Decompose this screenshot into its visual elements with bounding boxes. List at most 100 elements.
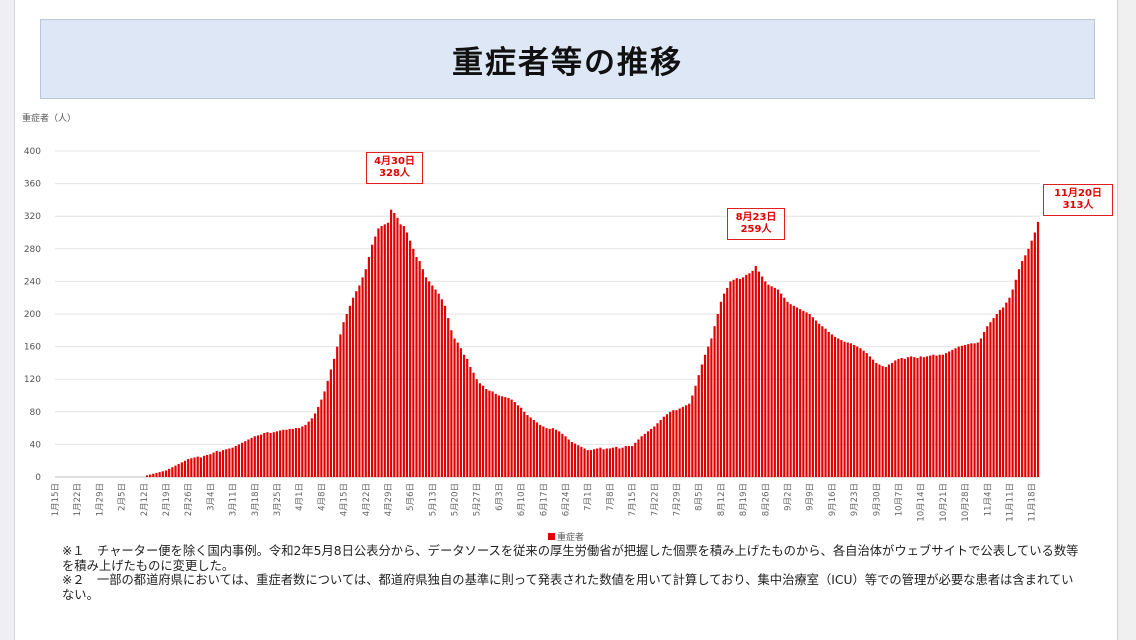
bar xyxy=(501,396,504,477)
bar xyxy=(183,460,187,477)
bar xyxy=(631,446,634,477)
bar xyxy=(881,366,884,477)
y-tick-label: 240 xyxy=(24,277,41,287)
x-tick-label: 8月12日 xyxy=(717,483,727,516)
x-tick-label: 8月19日 xyxy=(739,483,749,516)
bar xyxy=(770,286,773,477)
bar xyxy=(459,348,462,477)
bar xyxy=(1036,221,1040,477)
bar xyxy=(218,451,221,477)
bar xyxy=(231,447,234,477)
annotation-date: 11月20日 xyxy=(1054,188,1102,199)
bar xyxy=(380,225,383,477)
bar xyxy=(868,356,872,477)
bar xyxy=(539,424,542,477)
bar xyxy=(282,429,285,477)
bar xyxy=(637,439,640,477)
x-tick-label: 5月13日 xyxy=(428,483,438,516)
bar xyxy=(564,436,567,477)
bar xyxy=(307,421,310,477)
bar xyxy=(963,344,967,477)
bar xyxy=(659,419,662,477)
bar xyxy=(145,475,149,477)
bar xyxy=(605,448,608,477)
right-edge xyxy=(1117,0,1136,640)
bar xyxy=(910,356,913,477)
bar xyxy=(206,454,209,477)
x-tick-label: 6月10日 xyxy=(517,483,527,516)
bar xyxy=(941,354,944,477)
annotation-value: 328人 xyxy=(379,168,410,179)
bar xyxy=(548,428,551,477)
x-tick-label: 7月8日 xyxy=(606,483,616,511)
bar xyxy=(989,322,992,477)
bar xyxy=(396,217,399,477)
bar xyxy=(672,410,675,477)
bar xyxy=(320,399,323,477)
bar xyxy=(323,391,326,477)
x-tick-label: 9月16日 xyxy=(828,483,838,516)
bar xyxy=(995,314,998,477)
bar xyxy=(646,431,650,477)
bar xyxy=(1011,289,1014,477)
bar xyxy=(1027,248,1030,477)
bar xyxy=(716,314,719,477)
x-tick-label: 10月28日 xyxy=(961,483,971,522)
x-tick-label: 5月6日 xyxy=(406,483,416,511)
bar xyxy=(738,278,742,477)
x-tick-label: 1月15日 xyxy=(51,483,61,516)
bar xyxy=(260,434,263,477)
bar xyxy=(424,277,428,477)
bar xyxy=(973,343,976,477)
bar xyxy=(951,349,954,477)
bar xyxy=(374,236,377,477)
bar xyxy=(348,305,351,477)
bar xyxy=(291,428,294,477)
bar xyxy=(149,474,152,477)
bar xyxy=(507,397,510,477)
bar xyxy=(615,446,618,477)
bar xyxy=(900,358,903,477)
x-tick-label: 2月12日 xyxy=(140,483,150,516)
bar xyxy=(795,307,799,477)
bar xyxy=(865,353,868,477)
bar xyxy=(678,408,681,477)
bar xyxy=(288,428,291,477)
x-tick-label: 4月29日 xyxy=(384,483,394,516)
bar xyxy=(665,414,669,477)
bar xyxy=(516,405,520,477)
bar xyxy=(212,452,215,477)
bar xyxy=(852,344,856,477)
bar xyxy=(849,343,853,477)
x-tick-label: 2月19日 xyxy=(162,483,172,516)
bar xyxy=(339,334,342,477)
bar xyxy=(856,346,859,477)
bar xyxy=(361,277,364,477)
x-tick-label: 4月1日 xyxy=(295,483,305,511)
title-banner: 重症者等の推移 xyxy=(40,19,1095,99)
bar xyxy=(187,459,190,477)
bar xyxy=(805,312,808,477)
bar xyxy=(932,354,935,477)
bar xyxy=(279,430,282,477)
bar xyxy=(532,419,535,477)
bar xyxy=(275,431,279,477)
bar xyxy=(745,274,748,477)
bar xyxy=(710,338,713,477)
bar xyxy=(304,424,307,477)
bar xyxy=(526,415,529,477)
bar xyxy=(650,428,653,477)
bar xyxy=(998,309,1002,477)
bar xyxy=(240,442,244,477)
bar xyxy=(811,317,814,477)
bar xyxy=(757,271,761,477)
bar xyxy=(209,454,212,477)
bar xyxy=(675,410,678,477)
x-tick-label: 9月30日 xyxy=(872,483,882,516)
bar xyxy=(1033,232,1036,477)
x-tick-label: 7月15日 xyxy=(628,483,638,516)
bar xyxy=(561,433,564,477)
bar xyxy=(732,279,735,477)
bar xyxy=(764,281,767,477)
bar xyxy=(386,222,390,477)
